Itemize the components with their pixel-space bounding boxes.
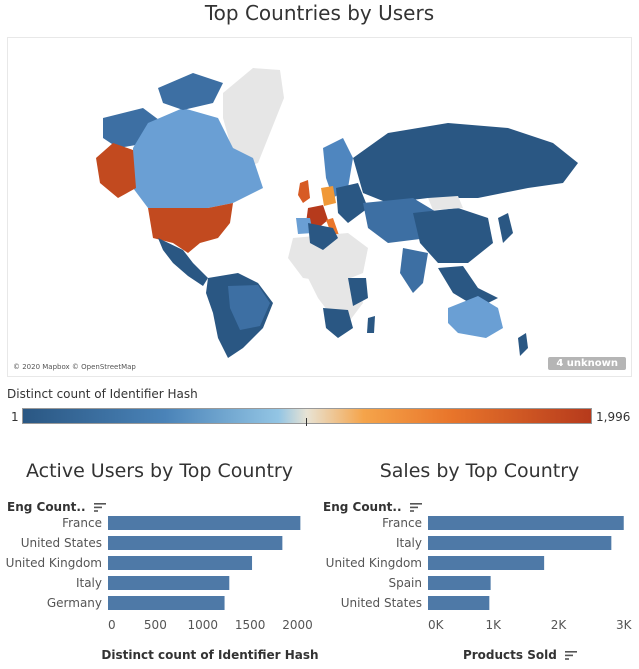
legend-min-label: 1 [11, 410, 19, 424]
map-central-africa[interactable] [308, 278, 363, 323]
map-greenland [223, 68, 284, 168]
tick-label: 0K [428, 618, 445, 632]
chart1-bar-chart[interactable]: France United States United Kingdom Italy Ge… [0, 510, 319, 640]
sort-icon[interactable] [565, 651, 578, 660]
map-north-africa[interactable] [288, 233, 368, 283]
category-label: Germany [47, 596, 102, 610]
tick-label: 2000 [282, 618, 313, 632]
map-madagascar[interactable] [367, 316, 375, 333]
chart2-bar-chart[interactable]: France Italy United Kingdom Spain United Sta… [320, 510, 639, 640]
tick-label: 2K [551, 618, 568, 632]
map-canvas[interactable] [8, 38, 632, 377]
map-arctic-islands [158, 73, 223, 110]
bar[interactable] [108, 576, 230, 590]
map-east-europe[interactable] [336, 183, 368, 223]
sort-icon[interactable] [93, 503, 106, 512]
chart2-column-header[interactable]: Eng Count.. [323, 500, 422, 514]
tick-label: 1000 [187, 618, 218, 632]
tick-label: 3K [616, 618, 633, 632]
chart2-axis-title: Products Sold [440, 648, 600, 662]
map-canada[interactable] [133, 108, 263, 208]
map-usa[interactable] [148, 203, 233, 253]
category-label: United States [21, 536, 102, 550]
category-label: France [62, 516, 102, 530]
color-legend-bar [22, 408, 592, 424]
chart2-header-label: Eng Count.. [323, 500, 402, 514]
bar[interactable] [428, 556, 545, 570]
legend-title: Distinct count of Identifier Hash [7, 387, 198, 401]
map-title: Top Countries by Users [204, 1, 435, 25]
map-west-canada[interactable] [96, 143, 136, 198]
map-germany[interactable] [321, 186, 336, 206]
unknown-badge[interactable]: 4 unknown [548, 357, 626, 370]
tick-label: 500 [144, 618, 167, 632]
category-label: United Kingdom [6, 556, 102, 570]
map-uk[interactable] [298, 180, 310, 203]
tick-label: 1500 [235, 618, 266, 632]
map-south-africa[interactable] [323, 308, 353, 338]
category-label: United Kingdom [326, 556, 422, 570]
legend-max-label: 1,996 [596, 410, 631, 424]
map-china[interactable] [413, 208, 493, 263]
map-india[interactable] [400, 248, 428, 293]
map-attribution: © 2020 Mapbox © OpenStreetMap [13, 363, 136, 371]
map-africa-countries[interactable] [308, 223, 338, 250]
chart1-axis-title: Distinct count of Identifier Hash [101, 648, 319, 662]
bar[interactable] [428, 536, 612, 550]
tick-label: 0 [108, 618, 116, 632]
bar[interactable] [428, 596, 490, 610]
category-label: France [382, 516, 422, 530]
sort-icon[interactable] [409, 503, 422, 512]
bar[interactable] [428, 576, 491, 590]
bar[interactable] [428, 516, 624, 530]
category-label: Italy [76, 576, 102, 590]
bar[interactable] [108, 536, 283, 550]
chart1-header-label: Eng Count.. [7, 500, 86, 514]
bar[interactable] [108, 556, 253, 570]
bar[interactable] [108, 516, 301, 530]
map-new-zealand[interactable] [518, 333, 528, 356]
map-brazil[interactable] [228, 285, 270, 330]
map-se-asia[interactable] [438, 266, 498, 308]
legend-tick [306, 418, 307, 426]
map-east-africa[interactable] [348, 278, 368, 306]
tick-label: 1K [485, 618, 502, 632]
chart1-title: Active Users by Top Country [26, 460, 293, 482]
map-russia[interactable] [353, 123, 578, 203]
chart1-column-header[interactable]: Eng Count.. [7, 500, 106, 514]
chart2-title: Sales by Top Country [379, 460, 580, 482]
chart2-axis-title-label: Products Sold [462, 648, 557, 662]
category-label: Spain [388, 576, 422, 590]
map-mexico[interactable] [158, 238, 208, 286]
category-label: United States [341, 596, 422, 610]
map-japan[interactable] [498, 213, 513, 243]
bar[interactable] [108, 596, 225, 610]
map-mongolia [428, 196, 463, 210]
map-scandinavia[interactable] [323, 138, 353, 198]
map-australia[interactable] [448, 296, 503, 338]
world-map[interactable]: © 2020 Mapbox © OpenStreetMap 4 unknown [7, 37, 632, 377]
category-label: Italy [396, 536, 422, 550]
